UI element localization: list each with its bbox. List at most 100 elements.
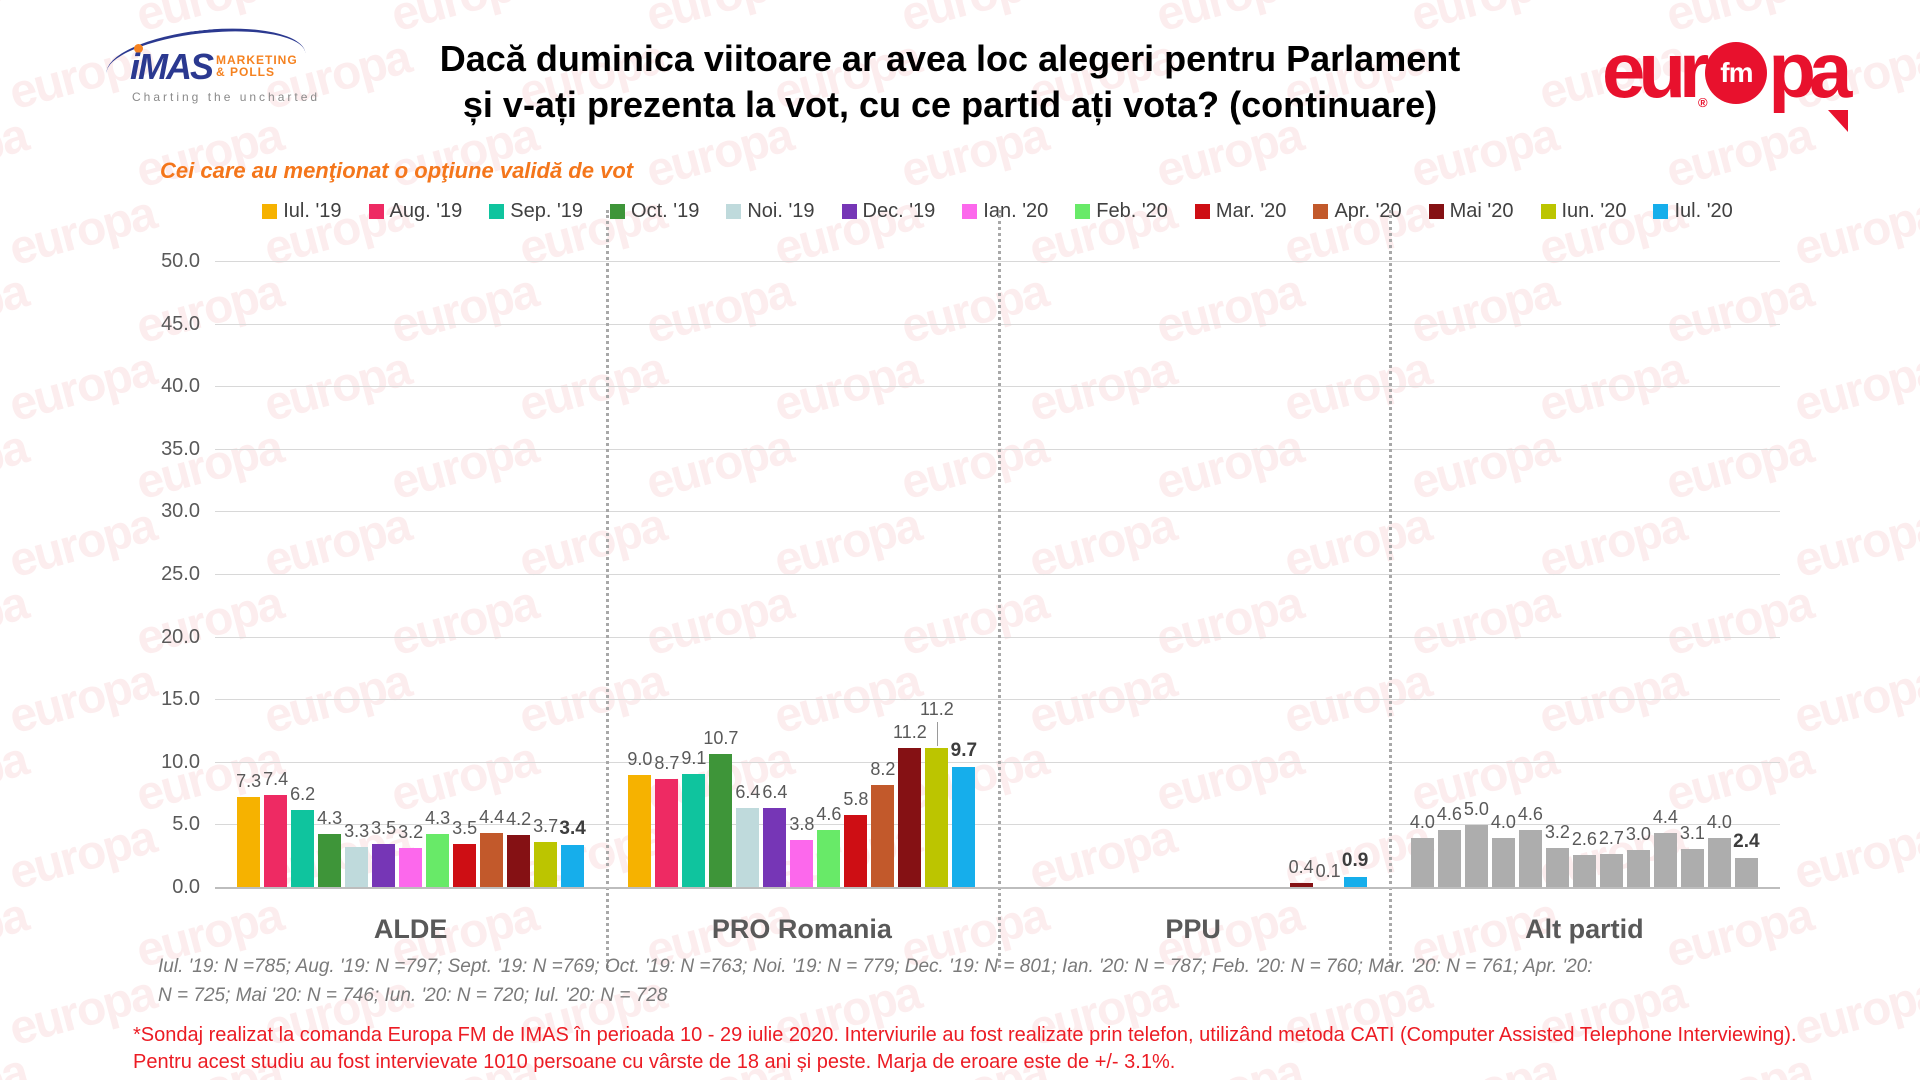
bar-value-label: 0.1	[1315, 860, 1341, 881]
bar-Apr20	[1653, 832, 1677, 888]
bar-value-label: 6.4	[735, 781, 761, 802]
bar-value-label: 3.2	[1544, 821, 1570, 842]
bar-slot: 7.4	[263, 262, 288, 888]
y-tick-label: 15.0	[161, 688, 200, 711]
y-tick-label: 0.0	[172, 876, 200, 898]
legend-item: Feb. '20	[1075, 200, 1168, 223]
bar-slot	[1047, 262, 1070, 888]
bar-slot: 3.7	[533, 262, 558, 888]
bar-value-label: 4.3	[425, 808, 451, 829]
imas-logo-tagline: Charting the uncharted	[132, 90, 321, 104]
legend-swatch	[262, 204, 278, 219]
bar-value-label: 3.8	[789, 814, 815, 835]
bar-Mar20	[844, 815, 868, 888]
bar-value-label: 9.0	[627, 749, 653, 770]
bar-value-label: 3.2	[398, 821, 424, 842]
bar-value-label: 6.4	[762, 781, 788, 802]
bar-slot: 3.5	[452, 262, 477, 888]
y-tick-label: 35.0	[161, 437, 200, 460]
bar-Noi19	[736, 807, 760, 888]
bars: 7.3 7.4 6.2 4.3 3.3 3.5 3.2 4.3 3.5 4.4 4.2 3.7 3.4	[215, 262, 606, 888]
bar-slot	[1236, 262, 1259, 888]
chart-legend: Iul. '19 Aug. '19 Sep. '19 Oct. '19 Noi. '19…	[215, 200, 1780, 223]
bar-slot: 3.2	[398, 262, 424, 888]
methodology-footnote: *Sondaj realizat la comanda Europa FM de…	[133, 1022, 1813, 1076]
bar-groups: 7.3 7.4 6.2 4.3 3.3 3.5 3.2 4.3 3.5 4.4 4.2 3.7 3.4 A…	[215, 262, 1780, 944]
europafm-logo-registered-mark: ®	[1698, 95, 1708, 110]
bar-value-label: 8.2	[870, 759, 896, 780]
bar-slot	[1155, 262, 1178, 888]
bar-Oct19	[709, 754, 733, 888]
bar-slot: 5.8	[843, 262, 868, 888]
group-label: PRO Romania	[711, 914, 892, 944]
bar-value-label: 11.2	[893, 721, 927, 742]
legend-label: Apr. '20	[1334, 200, 1402, 222]
bar-slot: 4.6	[816, 262, 841, 888]
bar-value-label: 4.4	[479, 806, 505, 827]
page-title-line1: Dacă duminica viitoare ar avea loc alege…	[439, 38, 1461, 79]
bar-slot	[1263, 262, 1286, 888]
bar-value-label: 2.7	[1598, 828, 1624, 849]
legend-label: Ian. '20	[983, 200, 1049, 222]
bars: 9.0 8.7 9.1 10.7 6.4 6.4 3.8 4.6 5.8 8.2 11.2 11.2 9…	[606, 262, 997, 888]
bar-value-label: 4.0	[1490, 811, 1516, 832]
bar-value-label: 4.2	[506, 809, 532, 830]
bar-Iul20	[1343, 876, 1367, 888]
bar-slot: 4.2	[506, 262, 532, 888]
bar-slot: 9.0	[627, 262, 653, 888]
group-label: PPU	[1165, 914, 1221, 944]
bar-value-label: 7.3	[236, 770, 262, 791]
bar-slot: 6.4	[735, 262, 761, 888]
bar-value-label: 8.7	[654, 753, 680, 774]
bar-slot: 4.3	[425, 262, 451, 888]
bar-slot: 0.9	[1342, 262, 1368, 888]
chart-subtitle: Cei care au menţionat o opţiune validă d…	[160, 158, 634, 183]
y-tick-label: 25.0	[161, 563, 200, 585]
bar-Mar20	[453, 844, 477, 888]
bar-Feb20	[817, 830, 841, 888]
legend-swatch	[962, 204, 978, 219]
bar-slot: 2.6	[1572, 262, 1597, 888]
bar-Iun20	[925, 747, 949, 888]
bar-Iul20	[561, 845, 585, 888]
legend-label: Iul. '19	[283, 200, 342, 222]
legend-label: Iun. '20	[1561, 200, 1627, 222]
bar-Iul19	[1410, 837, 1434, 888]
bar-Sep19	[682, 774, 706, 888]
bar-value-label: 5.0	[1463, 799, 1489, 820]
legend-item: Iun. '20	[1540, 200, 1627, 223]
imas-logo: iMAS MARKETING & POLLS Charting the unch…	[103, 19, 317, 120]
legend-item: Iul. '19	[262, 200, 342, 223]
bar-Apr20	[871, 785, 895, 888]
bar-group-pro-romania: 9.0 8.7 9.1 10.7 6.4 6.4 3.8 4.6 5.8 8.2 11.2 11.2 9…	[606, 262, 997, 944]
bar-slot	[1101, 262, 1124, 888]
bar-slot: 4.0	[1490, 262, 1516, 888]
bar-slot: 6.2	[290, 262, 315, 888]
y-tick-label: 50.0	[161, 250, 200, 272]
legend-item: Oct. '19	[610, 200, 699, 223]
bar-value-label: 3.0	[1625, 824, 1651, 845]
bar-slot	[1020, 262, 1043, 888]
sample-size-footnote-line1: Iul. '19: N =785; Aug. '19: N =797; Sept…	[158, 956, 1593, 977]
bar-Dec19	[372, 844, 396, 888]
bar-Feb20	[426, 834, 450, 888]
legend-swatch	[726, 204, 742, 219]
bar-value-label: 3.1	[1679, 823, 1705, 844]
dotted-separator	[1388, 210, 1392, 968]
europafm-logo-fm-circle: fm	[1705, 42, 1768, 104]
bar-slot: 9.1	[681, 262, 706, 888]
bar-slot: 2.7	[1598, 262, 1624, 888]
methodology-footnote-line2: Pentru acest studiu au fost intervievate…	[133, 1051, 1176, 1073]
bar-Ian20	[399, 847, 423, 888]
legend-swatch	[1653, 204, 1669, 219]
legend-item: Iul. '20	[1653, 200, 1733, 223]
bar-slot	[1182, 262, 1205, 888]
y-tick-label: 5.0	[172, 813, 200, 836]
bar-Noi19	[1518, 830, 1542, 888]
legend-label: Dec. '19	[862, 200, 936, 222]
legend-item: Sep. '19	[489, 200, 583, 223]
bar-slot: 10.7	[703, 262, 738, 888]
bar-slot: 0.1	[1315, 262, 1341, 888]
dotted-separator	[997, 210, 1001, 968]
imas-logo-name: iMAS	[130, 46, 214, 87]
